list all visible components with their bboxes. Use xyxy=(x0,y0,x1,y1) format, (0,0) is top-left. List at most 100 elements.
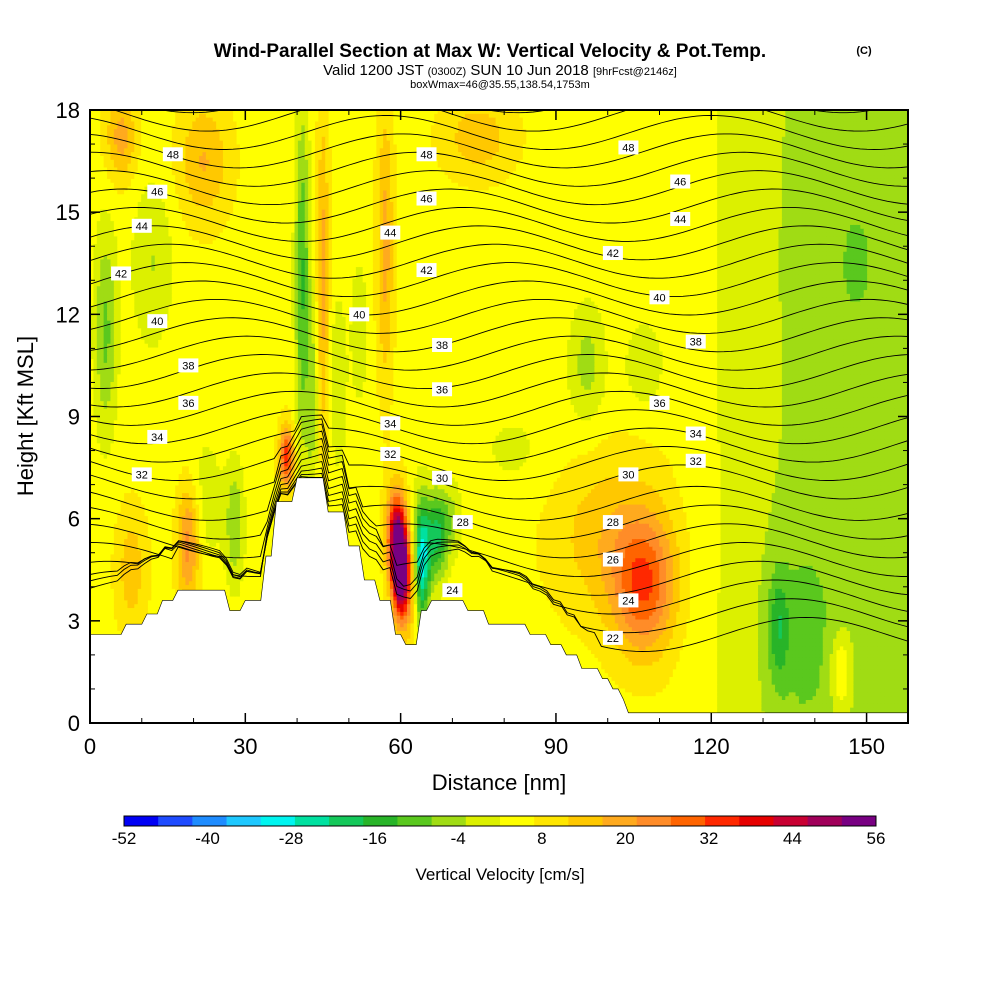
velocity-cell xyxy=(380,137,384,141)
velocity-cell xyxy=(663,171,667,175)
velocity-cell xyxy=(318,114,322,118)
velocity-cell xyxy=(277,164,281,168)
velocity-cell xyxy=(417,125,421,129)
velocity-cell xyxy=(813,160,817,164)
velocity-cell xyxy=(182,133,186,137)
velocity-cell xyxy=(93,125,97,129)
velocity-cell xyxy=(434,114,438,118)
velocity-cell xyxy=(680,156,684,160)
velocity-cell xyxy=(744,171,748,175)
velocity-cell xyxy=(271,171,275,175)
velocity-cell xyxy=(247,137,251,141)
velocity-cell xyxy=(519,164,523,168)
velocity-cell xyxy=(625,160,629,164)
velocity-cell xyxy=(451,121,455,125)
velocity-cell xyxy=(622,121,626,125)
velocity-cell xyxy=(778,148,782,152)
velocity-cell xyxy=(424,141,428,145)
velocity-cell xyxy=(458,137,462,141)
velocity-cell xyxy=(271,114,275,118)
velocity-cell xyxy=(489,156,493,160)
velocity-cell xyxy=(264,167,268,171)
velocity-cell xyxy=(533,137,537,141)
velocity-cell xyxy=(335,175,339,179)
velocity-cell xyxy=(121,160,125,164)
velocity-cell xyxy=(877,171,881,175)
velocity-cell xyxy=(308,121,312,125)
velocity-cell xyxy=(172,114,176,118)
velocity-cell xyxy=(554,141,558,145)
velocity-cell xyxy=(151,118,155,122)
velocity-cell xyxy=(564,175,568,179)
velocity-cell xyxy=(264,183,268,187)
velocity-cell xyxy=(138,179,142,183)
velocity-cell xyxy=(663,152,667,156)
velocity-cell xyxy=(104,125,108,129)
velocity-cell xyxy=(581,156,585,160)
velocity-cell xyxy=(468,148,472,152)
velocity-cell xyxy=(206,171,210,175)
velocity-cell xyxy=(206,156,210,160)
velocity-cell xyxy=(216,133,220,137)
velocity-cell xyxy=(393,156,397,160)
velocity-cell xyxy=(557,133,561,137)
velocity-cell xyxy=(853,141,857,145)
velocity-cell xyxy=(796,152,800,156)
velocity-cell xyxy=(376,141,380,145)
velocity-cell xyxy=(366,167,370,171)
velocity-cell xyxy=(431,141,435,145)
velocity-cell xyxy=(765,156,769,160)
velocity-cell xyxy=(697,175,701,179)
velocity-cell xyxy=(761,129,765,133)
velocity-cell xyxy=(312,133,316,137)
velocity-cell xyxy=(891,148,895,152)
velocity-cell xyxy=(110,141,114,145)
velocity-cell xyxy=(127,167,131,171)
velocity-cell xyxy=(479,114,483,118)
velocity-cell xyxy=(516,148,520,152)
velocity-cell xyxy=(342,171,346,175)
velocity-cell xyxy=(577,118,581,122)
velocity-cell xyxy=(295,152,299,156)
copyright-mark: (C) xyxy=(856,45,872,57)
velocity-cell xyxy=(809,125,813,129)
velocity-cell xyxy=(298,121,302,125)
velocity-cell xyxy=(697,164,701,168)
velocity-cell xyxy=(796,183,800,187)
velocity-cell xyxy=(748,114,752,118)
velocity-cell xyxy=(806,167,810,171)
velocity-cell xyxy=(843,152,847,156)
velocity-cell xyxy=(441,175,445,179)
velocity-cell xyxy=(748,175,752,179)
velocity-cell xyxy=(639,164,643,168)
velocity-cell xyxy=(615,167,619,171)
velocity-cell xyxy=(502,187,506,191)
velocity-cell xyxy=(349,171,353,175)
velocity-cell xyxy=(543,167,547,171)
velocity-cell xyxy=(673,129,677,133)
velocity-cell xyxy=(410,125,414,129)
velocity-cell xyxy=(196,148,200,152)
velocity-cell xyxy=(390,144,394,148)
velocity-cell xyxy=(530,137,534,141)
velocity-cell xyxy=(560,121,564,125)
velocity-cell xyxy=(639,183,643,187)
velocity-cell xyxy=(349,125,353,129)
velocity-cell xyxy=(121,183,125,187)
velocity-cell xyxy=(830,118,834,122)
velocity-cell xyxy=(864,144,868,148)
velocity-cell xyxy=(182,187,186,191)
velocity-cell xyxy=(867,156,871,160)
velocity-cell xyxy=(230,160,234,164)
velocity-cell xyxy=(240,187,244,191)
velocity-cell xyxy=(901,133,905,137)
velocity-cell xyxy=(748,144,752,148)
velocity-cell xyxy=(458,164,462,168)
velocity-cell xyxy=(468,137,472,141)
velocity-cell xyxy=(264,175,268,179)
velocity-cell xyxy=(683,152,687,156)
velocity-cell xyxy=(134,183,138,187)
velocity-cell xyxy=(547,144,551,148)
velocity-cell xyxy=(819,133,823,137)
velocity-cell xyxy=(656,156,660,160)
